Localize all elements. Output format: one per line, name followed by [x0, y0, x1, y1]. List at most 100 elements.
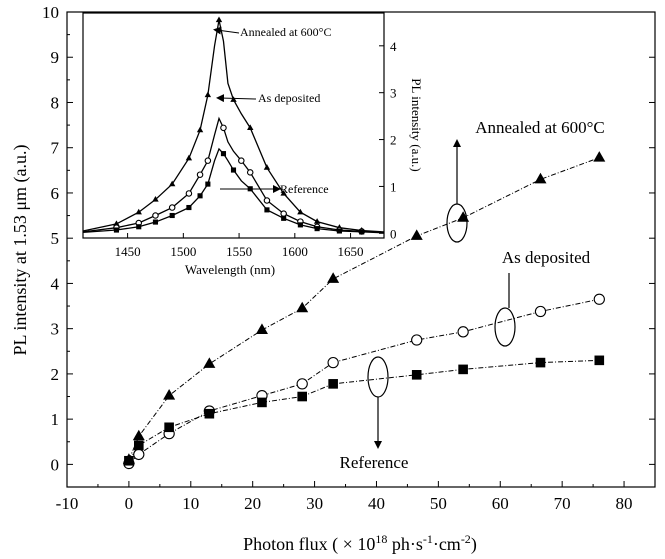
x-tick-label: 0: [125, 494, 134, 513]
inset-y-tick-label: 0: [390, 226, 397, 241]
main-series-line: [128, 359, 600, 462]
inset-data-point: [263, 164, 271, 170]
inset-data-point: [152, 219, 159, 225]
inset-data-point: [313, 218, 321, 224]
main-data-point: [410, 229, 423, 240]
inset-x-tick-label: 1600: [282, 244, 308, 259]
inset-data-point: [113, 227, 120, 233]
x-tick-label: -10: [56, 494, 79, 513]
main-data-point: [163, 389, 176, 400]
annotation-reference-ellipse: [367, 356, 389, 398]
inset-data-point: [204, 157, 212, 164]
inset-annotation-annealed-arrow: [213, 26, 240, 35]
inset-y-tick-label: 2: [390, 133, 397, 148]
y-tick-label: 1: [51, 410, 60, 429]
y-tick-label: 4: [51, 274, 60, 293]
main-data-point: [204, 408, 215, 419]
inset-data-point: [135, 208, 142, 215]
main-data-point: [457, 211, 470, 222]
main-data-point: [255, 323, 268, 334]
inset-annotation-as-deposited-arrow: [216, 94, 257, 103]
y-tick-label: 7: [51, 139, 60, 158]
main-series-line: [128, 157, 600, 461]
inset-data-point: [238, 157, 245, 164]
inset-data-point: [230, 167, 237, 173]
annotation-reference: Reference: [340, 453, 409, 472]
inset-data-point: [215, 16, 223, 23]
main-series-line: [128, 298, 600, 464]
inset-data-point: [297, 208, 304, 215]
inset-plot-frame: [82, 12, 385, 239]
inset-data-point: [314, 226, 320, 232]
inset-data-point: [197, 193, 203, 199]
main-data-point: [133, 440, 144, 451]
main-data-point: [594, 355, 605, 366]
y-tick-label: 3: [51, 320, 60, 339]
inset-data-point: [281, 215, 287, 221]
inset-data-point: [264, 207, 270, 213]
x-tick-label: 20: [244, 494, 261, 513]
inset-data-point: [152, 196, 159, 202]
inset-y-tick-label: 1: [390, 179, 397, 194]
x-tick-label: 40: [368, 494, 385, 513]
y-tick-label: 10: [42, 3, 59, 22]
y-tick-label: 6: [51, 184, 60, 203]
inset-x-tick-label: 1650: [338, 244, 364, 259]
inset-data-point: [113, 220, 120, 227]
main-data-point: [164, 422, 174, 433]
inset-data-point: [359, 229, 365, 235]
inset-x-tick-label: 1500: [170, 244, 196, 259]
annotation-as-deposited: As deposited: [502, 248, 591, 267]
inset-data-point: [246, 169, 254, 176]
main-data-point: [458, 364, 468, 375]
inset-annotation-reference: Reference: [280, 182, 329, 196]
x-tick-label: 80: [616, 494, 633, 513]
main-data-point: [457, 326, 469, 338]
main-data-point: [124, 455, 134, 466]
x-tick-label: 10: [182, 494, 199, 513]
main-data-point: [327, 356, 339, 369]
main-data-point: [328, 379, 338, 389]
y-tick-label: 9: [51, 48, 60, 67]
main-data-point: [296, 378, 308, 390]
annotation-annealed: Annealed at 600°C: [475, 118, 605, 137]
main-data-point: [593, 151, 606, 162]
inset-data-point: [196, 126, 204, 133]
inset-data-point: [220, 124, 227, 132]
inset-data-point: [168, 204, 176, 211]
inset-y-tick-label: 4: [390, 39, 397, 54]
main-data-point: [327, 272, 340, 283]
inset-y-axis-label: PL intensity (a.u.): [409, 78, 424, 171]
main-data-point: [411, 334, 423, 346]
main-x-axis-label: Photon flux ( × 1018 ph·s-1·cm-2): [243, 532, 477, 555]
inset-data-point: [185, 190, 193, 197]
inset-y-tick-label: 3: [390, 86, 397, 101]
main-plot-frame: [66, 11, 656, 488]
x-tick-label: 30: [306, 494, 323, 513]
inset-annotation-as-deposited: As deposited: [258, 91, 320, 105]
inset-x-tick-label: 1450: [115, 244, 141, 259]
inset-data-point: [297, 222, 303, 228]
x-tick-label: 70: [554, 494, 571, 513]
inset-data-point: [280, 189, 287, 196]
inset-data-point: [220, 151, 227, 157]
inset-series-line: [82, 147, 385, 234]
inset-series-line: [82, 116, 385, 234]
main-data-point: [297, 391, 307, 402]
annotation-as-deposited-ellipse: [494, 307, 516, 347]
inset-data-point: [204, 91, 212, 98]
inset-data-point: [280, 210, 287, 217]
inset-data-point: [168, 180, 176, 187]
y-tick-label: 0: [51, 455, 60, 474]
y-tick-label: 8: [51, 93, 60, 112]
main-data-point: [593, 293, 605, 305]
inset-data-point: [196, 171, 204, 178]
inset-data-point: [169, 212, 175, 219]
main-data-point: [535, 357, 546, 368]
inset-data-point: [230, 96, 237, 102]
main-data-point: [132, 429, 145, 441]
inset-x-tick-label: 1550: [226, 244, 252, 259]
main-data-point: [257, 397, 267, 408]
x-tick-label: 60: [492, 494, 509, 513]
